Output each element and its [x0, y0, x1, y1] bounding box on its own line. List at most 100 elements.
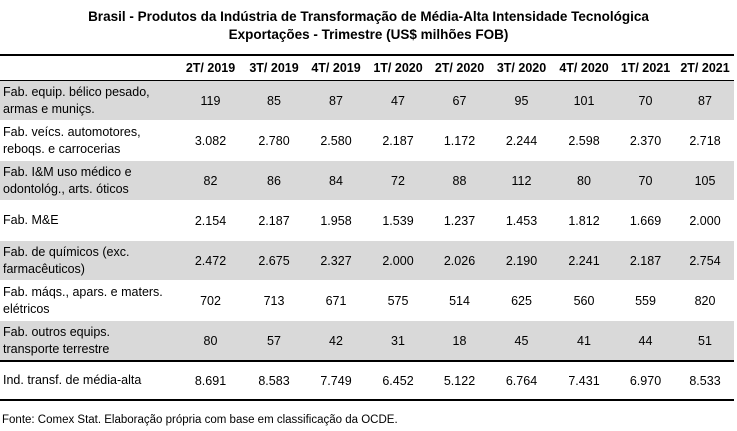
- table-row: Fab. máqs., apars. e maters. elétricos 702…: [0, 280, 734, 321]
- value-cell: 2.472: [178, 240, 243, 281]
- value-cell: 1.539: [367, 200, 429, 241]
- row-label: Fab. máqs., apars. e maters. elétricos: [0, 280, 178, 321]
- total-value-cell: 8.533: [676, 360, 734, 401]
- value-cell: 3.082: [178, 120, 243, 161]
- row-label: Fab. equip. bélico pesado, armas e muniçs…: [0, 80, 178, 121]
- value-cell: 2.000: [367, 240, 429, 281]
- total-value-cell: 6.970: [615, 360, 676, 401]
- value-cell: 575: [367, 280, 429, 321]
- value-cell: 2.187: [243, 200, 305, 241]
- value-cell: 85: [243, 80, 305, 121]
- total-value-cell: 7.431: [553, 360, 615, 401]
- table-row: Fab. I&M uso médico e odontológ., arts. ó…: [0, 160, 734, 201]
- value-cell: 72: [367, 160, 429, 201]
- value-cell: 2.244: [490, 120, 553, 161]
- row-label-line-1: Fab. veícs. automotores,: [3, 124, 141, 139]
- row-label-line-1: Fab. I&M uso médico e: [3, 164, 132, 179]
- title-line-1: Brasil - Produtos da Indústria de Transf…: [88, 9, 649, 24]
- row-label: Fab. outros equips. transporte terrestre: [0, 320, 178, 362]
- value-cell: 84: [305, 160, 367, 201]
- value-cell: 51: [676, 320, 734, 362]
- value-cell: 1.958: [305, 200, 367, 241]
- value-cell: 1.237: [429, 200, 490, 241]
- col-header: 3T/ 2019: [243, 54, 305, 81]
- value-cell: 560: [553, 280, 615, 321]
- value-cell: 44: [615, 320, 676, 362]
- value-cell: 41: [553, 320, 615, 362]
- value-cell: 86: [243, 160, 305, 201]
- col-header: 1T/ 2021: [615, 54, 676, 81]
- total-value-cell: 6.452: [367, 360, 429, 401]
- value-cell: 2.154: [178, 200, 243, 241]
- value-cell: 2.780: [243, 120, 305, 161]
- row-label-line-2: elétricos: [3, 301, 50, 316]
- value-cell: 80: [178, 320, 243, 362]
- value-cell: 95: [490, 80, 553, 121]
- table-title: Brasil - Produtos da Indústria de Transf…: [0, 8, 737, 44]
- table-row: Fab. de químicos (exc. farmacêuticos) 2.47…: [0, 240, 734, 281]
- value-cell: 18: [429, 320, 490, 362]
- value-cell: 559: [615, 280, 676, 321]
- data-table: 2T/ 2019 3T/ 2019 4T/ 2019 1T/ 2020 2T/ …: [0, 54, 734, 401]
- corner-cell: [0, 54, 178, 81]
- value-cell: 45: [490, 320, 553, 362]
- total-row: Ind. transf. de média-alta 8.691 8.583 7.74…: [0, 360, 734, 401]
- value-cell: 671: [305, 280, 367, 321]
- row-label-line-1: Fab. máqs., apars. e maters.: [3, 284, 163, 299]
- col-header: 1T/ 2020: [367, 54, 429, 81]
- value-cell: 2.675: [243, 240, 305, 281]
- row-label-line-2: armas e muniçs.: [3, 101, 95, 116]
- header-row: 2T/ 2019 3T/ 2019 4T/ 2019 1T/ 2020 2T/ …: [0, 54, 734, 81]
- row-label: Fab. de químicos (exc. farmacêuticos): [0, 240, 178, 281]
- table-row: Fab. equip. bélico pesado, armas e muniçs…: [0, 80, 734, 121]
- value-cell: 514: [429, 280, 490, 321]
- value-cell: 625: [490, 280, 553, 321]
- value-cell: 2.370: [615, 120, 676, 161]
- col-header: 2T/ 2021: [676, 54, 734, 81]
- value-cell: 119: [178, 80, 243, 121]
- total-value-cell: 8.691: [178, 360, 243, 401]
- value-cell: 2.187: [367, 120, 429, 161]
- table-row: Fab. M&E 2.154 2.187 1.958 1.539 1.237 1.453 1.…: [0, 200, 734, 241]
- col-header: 2T/ 2019: [178, 54, 243, 81]
- value-cell: 80: [553, 160, 615, 201]
- value-cell: 820: [676, 280, 734, 321]
- row-label-line-2: farmacêuticos): [3, 261, 85, 276]
- value-cell: 2.241: [553, 240, 615, 281]
- value-cell: 47: [367, 80, 429, 121]
- value-cell: 1.669: [615, 200, 676, 241]
- row-label-line-2: reboqs. e carrocerias: [3, 141, 121, 156]
- value-cell: 2.598: [553, 120, 615, 161]
- value-cell: 88: [429, 160, 490, 201]
- value-cell: 87: [676, 80, 734, 121]
- value-cell: 2.187: [615, 240, 676, 281]
- value-cell: 105: [676, 160, 734, 201]
- row-label-line-2: transporte terrestre: [3, 341, 110, 356]
- row-label-line-1: Fab. M&E: [3, 213, 59, 227]
- value-cell: 2.327: [305, 240, 367, 281]
- row-label-line-1: Fab. equip. bélico pesado,: [3, 84, 150, 99]
- row-label: Fab. veícs. automotores, reboqs. e carroc…: [0, 120, 178, 161]
- table-row: Fab. outros equips. transporte terrestre 8…: [0, 320, 734, 362]
- value-cell: 112: [490, 160, 553, 201]
- value-cell: 67: [429, 80, 490, 121]
- col-header: 4T/ 2020: [553, 54, 615, 81]
- total-value-cell: 8.583: [243, 360, 305, 401]
- source-note: Fonte: Comex Stat. Elaboração própria co…: [2, 414, 398, 426]
- total-value-cell: 6.764: [490, 360, 553, 401]
- value-cell: 713: [243, 280, 305, 321]
- value-cell: 1.172: [429, 120, 490, 161]
- col-header: 3T/ 2020: [490, 54, 553, 81]
- value-cell: 82: [178, 160, 243, 201]
- value-cell: 1.453: [490, 200, 553, 241]
- total-value-cell: 7.749: [305, 360, 367, 401]
- total-label: Ind. transf. de média-alta: [0, 360, 178, 401]
- value-cell: 2.026: [429, 240, 490, 281]
- value-cell: 1.812: [553, 200, 615, 241]
- value-cell: 702: [178, 280, 243, 321]
- row-label-line-2: odontológ., arts. óticos: [3, 181, 129, 196]
- table-row: Fab. veícs. automotores, reboqs. e carroc…: [0, 120, 734, 161]
- row-label: Fab. M&E: [0, 200, 178, 241]
- row-label-line-1: Fab. outros equips.: [3, 324, 111, 339]
